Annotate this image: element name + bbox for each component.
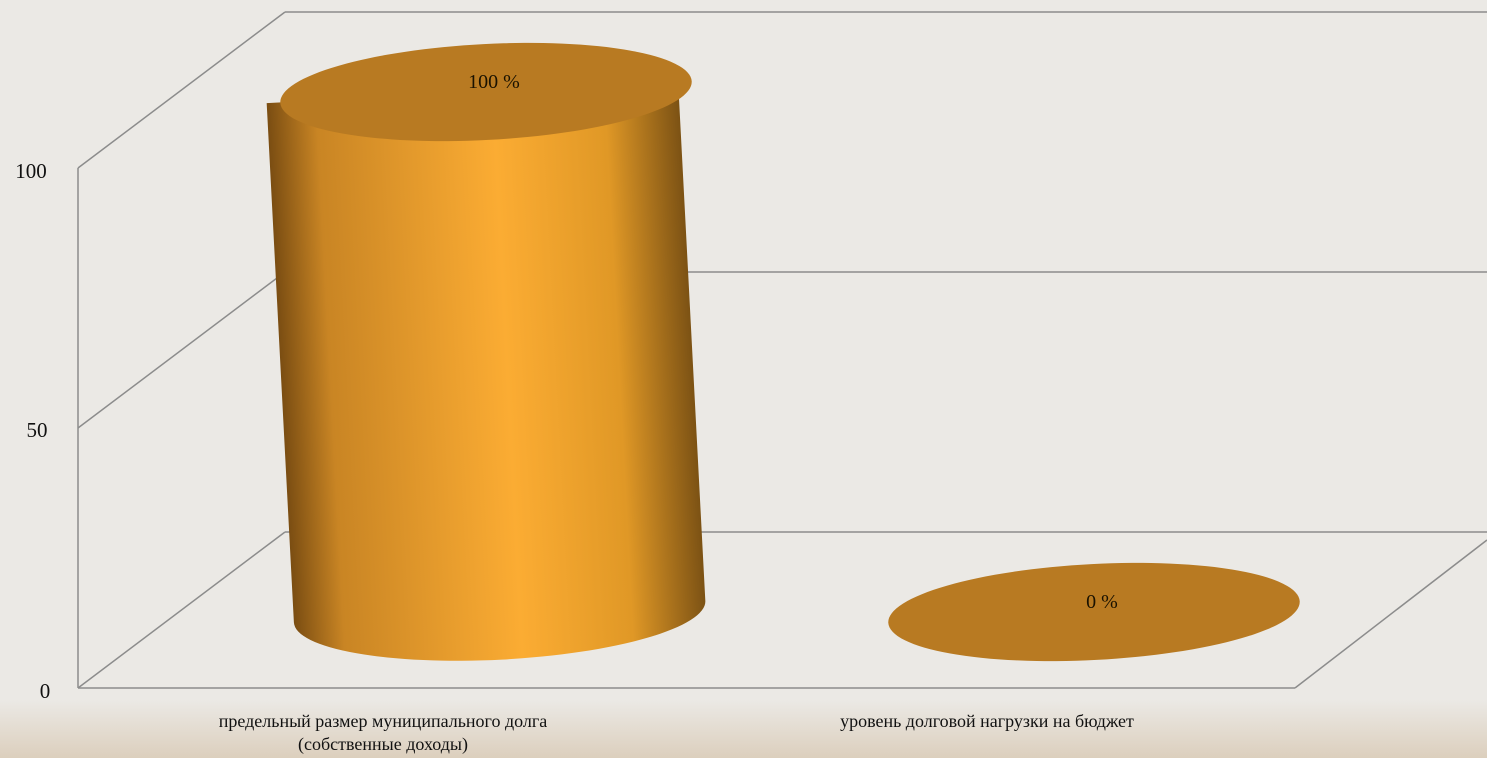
gridline-side [77, 11, 286, 169]
y-tick-label: 0 [40, 679, 51, 703]
data-label: 0 % [1086, 591, 1118, 613]
bar-cylinder: 0 % [888, 562, 1300, 662]
floor-right-edge [1294, 539, 1487, 689]
gridline-side [77, 531, 286, 689]
bar-cylinder: 100 % [266, 42, 706, 661]
bar-top [280, 42, 692, 142]
bar-top [888, 562, 1300, 662]
y-tick-label: 100 [15, 159, 47, 183]
y-tick-label: 50 [27, 418, 48, 442]
category-label: уровень долговой нагрузки на бюджет [840, 711, 1134, 731]
gridline-side [77, 271, 286, 429]
data-label: 100 % [468, 71, 520, 93]
floor-band [0, 700, 1487, 758]
category-label: предельный размер муниципального долга [219, 711, 548, 731]
bar-body [266, 81, 706, 661]
category-label: (собственные доходы) [298, 734, 468, 755]
